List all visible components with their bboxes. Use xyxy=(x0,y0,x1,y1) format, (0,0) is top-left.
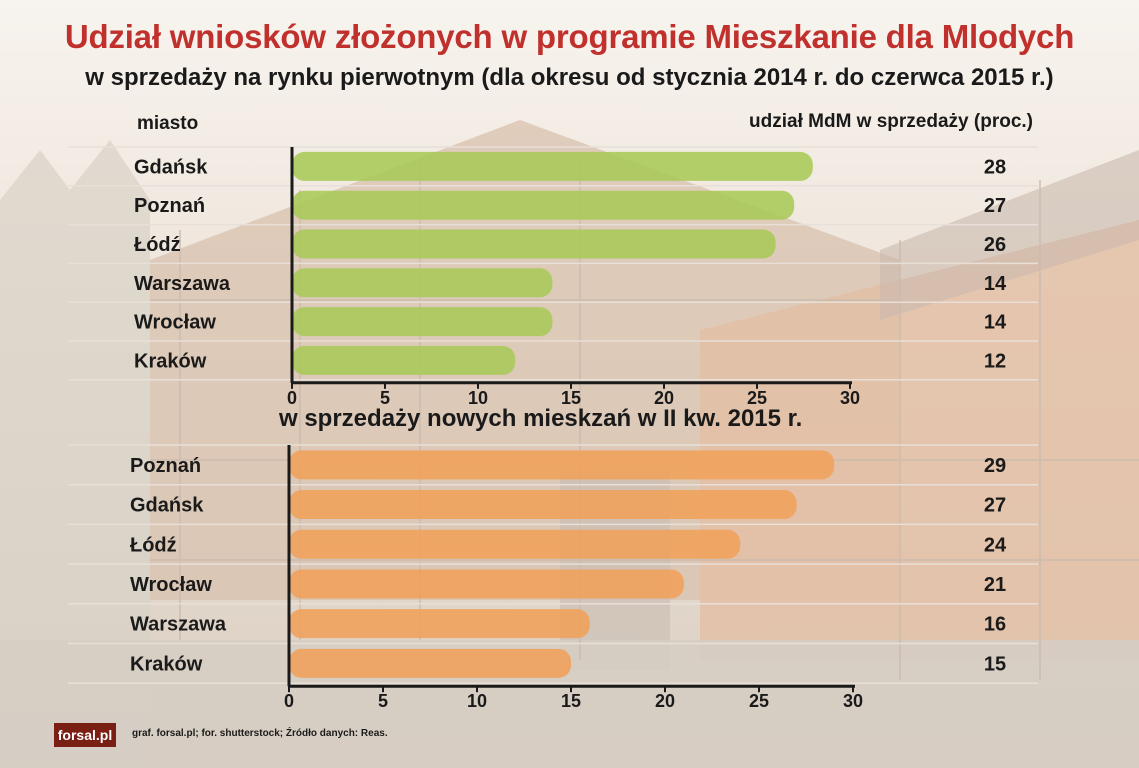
chart1-value-label: 12 xyxy=(984,350,1006,372)
chart2-category-label: Gdańsk xyxy=(130,495,204,517)
chart2-category-label: Łódź xyxy=(130,534,177,556)
chart2-x-tick-label: 15 xyxy=(561,691,581,711)
chart-title: Udział wniosków złożonych w programie Mi… xyxy=(64,18,1075,55)
chart1-value-label: 27 xyxy=(984,195,1006,217)
chart1-x-tick-label: 20 xyxy=(654,388,674,408)
chart1-bar xyxy=(292,268,553,298)
chart1-value-label: 14 xyxy=(984,273,1007,295)
chart1-x-tick-label: 15 xyxy=(561,388,581,408)
chart2-category-label: Warszawa xyxy=(130,614,227,636)
chart2-x-tick-label: 30 xyxy=(843,691,863,711)
chart1-category-label: Gdańsk xyxy=(134,156,208,178)
chart2-category-label: Kraków xyxy=(130,653,203,675)
chart2-value-label: 27 xyxy=(984,495,1006,517)
footer-credits: graf. forsal.pl; for. shutterstock; Źród… xyxy=(132,728,388,739)
chart2-x-tick-label: 20 xyxy=(655,691,675,711)
chart1-bar xyxy=(292,307,553,337)
chart2-bar xyxy=(289,529,741,559)
chart2-x-tick-label: 5 xyxy=(378,691,388,711)
forsal-logo: forsal.pl xyxy=(54,723,116,747)
chart1-value-label: 26 xyxy=(984,234,1006,256)
chart1-x-tick-label: 25 xyxy=(747,388,767,408)
chart2-x-tick-label: 0 xyxy=(284,691,294,711)
chart1-x-tick-label: 0 xyxy=(287,388,297,408)
chart2-bar xyxy=(289,648,571,678)
chart2-x-tick-label: 25 xyxy=(749,691,769,711)
chart1-value-label: 14 xyxy=(984,312,1007,334)
chart1-category-label: Wrocław xyxy=(134,312,216,334)
chart2-bar xyxy=(289,569,684,599)
chart1-category-label: Łódź xyxy=(134,234,181,256)
chart1-x-tick-label: 10 xyxy=(468,388,488,408)
chart2-category-label: Poznań xyxy=(130,455,201,477)
chart1-bar xyxy=(292,190,795,220)
chart1-x-tick-label: 5 xyxy=(380,388,390,408)
chart1-value-label: 28 xyxy=(984,156,1006,178)
chart2-x-tick-label: 10 xyxy=(467,691,487,711)
chart1-category-label: Kraków xyxy=(134,350,207,372)
chart2-category-label: Wrocław xyxy=(130,574,212,596)
chart1-category-label: Warszawa xyxy=(134,273,231,295)
chart1-bar xyxy=(292,151,813,181)
chart1-category-label: Poznań xyxy=(134,195,205,217)
section2-title: w sprzedaży nowych mieskzań w II kw. 201… xyxy=(279,405,803,432)
chart2-value-label: 24 xyxy=(984,534,1007,556)
chart2-bar xyxy=(289,609,590,639)
chart2-value-label: 29 xyxy=(984,455,1006,477)
column-header-share: udział MdM w sprzedaży (proc.) xyxy=(749,111,1033,132)
chart1-bar xyxy=(292,345,516,375)
chart1-x-tick-label: 30 xyxy=(840,388,860,408)
chart2-bar xyxy=(289,490,797,520)
chart-subtitle: w sprzedaży na rynku pierwotnym (dla okr… xyxy=(85,64,1054,91)
chart1-bar xyxy=(292,229,776,259)
chart2-value-label: 15 xyxy=(984,653,1006,675)
chart2-value-label: 21 xyxy=(984,574,1006,596)
chart2-value-label: 16 xyxy=(984,614,1006,636)
chart2-bar xyxy=(289,450,835,480)
column-header-city: miasto xyxy=(137,113,199,134)
